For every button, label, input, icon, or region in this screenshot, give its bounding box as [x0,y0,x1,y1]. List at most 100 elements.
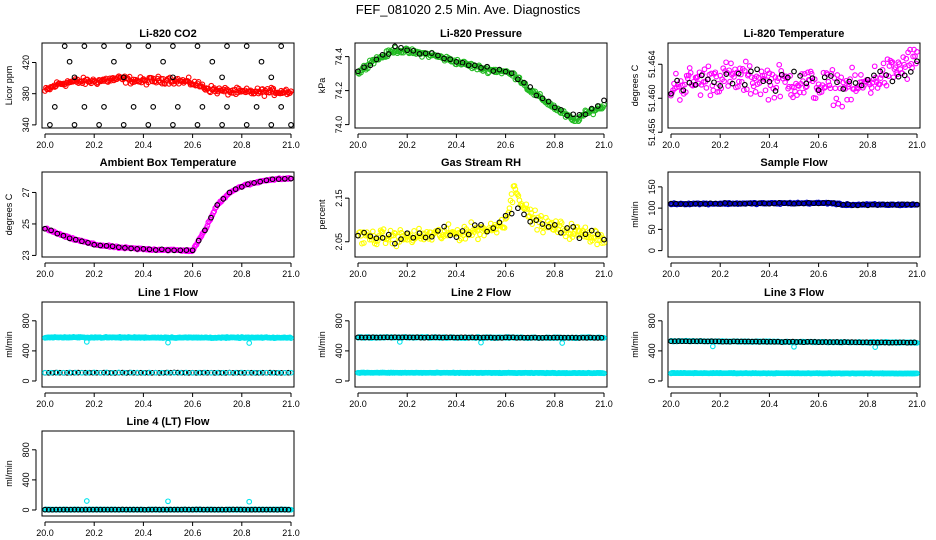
data-point [288,506,294,513]
data-point [170,122,176,128]
data-point [246,340,253,346]
x-tick-label: 20.6 [810,140,828,150]
data-point [808,338,815,345]
data-point [42,369,48,376]
data-point [398,229,405,236]
y-tick-label: 0 [334,378,344,383]
data-point [257,369,264,376]
data-point [253,104,260,110]
data-point [907,46,913,53]
y-tick-label: 800 [647,313,657,328]
data-point [285,176,291,182]
data-point [380,334,387,341]
x-tick-label: 20.2 [398,140,416,150]
data-point [208,369,214,376]
data-point [410,47,417,54]
data-point [278,43,285,49]
data-point [416,51,423,57]
y-tick-label: 25 [21,219,31,229]
data-point [160,58,166,65]
plot-area [668,46,920,110]
y-tick-label: 400 [334,343,344,358]
data-point [158,246,165,253]
data-point [591,334,598,341]
y-axis-label: Licor ppm [4,66,14,106]
x-tick-label: 20.8 [546,399,564,409]
data-point [81,104,88,110]
data-point [508,210,515,217]
data-point [502,212,509,219]
data-point [202,227,208,234]
data-point [404,47,411,54]
plot-area [355,43,607,125]
panel-title: Li-820 Temperature [744,28,845,40]
data-point [495,334,502,341]
data-point [366,334,372,341]
data-point [379,235,386,241]
panel-6: Line 1 Flow 20.0 20.2 20.4 20.6 20.8 21.0 0 400 8… [4,287,300,409]
data-point [288,122,294,128]
data-point [601,236,607,243]
data-point [748,68,754,75]
data-point [134,246,141,252]
data-point [238,184,245,190]
data-point [784,74,791,81]
plot-frame [41,301,295,388]
data-point [395,334,402,341]
data-point [149,506,155,513]
data-point [527,84,534,90]
data-point [815,87,822,93]
x-tick-label: 20.0 [662,269,680,279]
data-point [177,369,184,376]
data-point [209,58,216,65]
y-tick-label: 51.456 [647,118,657,146]
panel-7: Line 2 Flow 20.0 20.2 20.4 20.6 20.8 21.0 0 400 8… [317,287,613,409]
data-point [893,339,899,346]
data-point [45,506,52,513]
data-point [454,227,461,233]
data-point [569,334,575,341]
data-point [828,73,834,79]
data-point [543,334,550,341]
data-point [741,338,748,345]
data-point [361,240,367,246]
data-point [101,506,107,513]
y-axis-label: kPa [317,78,327,94]
panel-title: Line 3 Flow [764,287,824,299]
data-point [515,205,521,212]
data-point [171,506,178,513]
data-point [451,334,457,341]
data-point [86,506,93,513]
x-tick-label: 21.0 [282,140,300,150]
data-point [416,225,422,232]
data-point [435,52,441,59]
x-tick-label: 20.8 [859,399,877,409]
data-point [819,339,826,345]
x-tick-label: 20.4 [135,269,153,279]
data-point [804,338,811,345]
data-point [60,506,67,513]
data-point [219,506,225,513]
data-point [101,43,107,49]
data-point [901,72,908,79]
data-point [82,506,89,513]
y-tick-label: 74.0 [334,116,344,134]
data-point [841,339,848,345]
data-point [469,334,476,341]
data-point [693,74,700,81]
data-point [152,506,159,513]
data-point [860,339,866,346]
data-point [723,59,729,66]
data-point [508,70,515,77]
data-point [211,369,218,376]
data-point [373,241,380,248]
data-point [686,338,693,345]
figure-title: FEF_081020 2.5 Min. Ave. Diagnostics [356,2,581,17]
data-point [379,229,386,235]
data-point [382,240,389,247]
x-tick-label: 21.0 [282,269,300,279]
data-point [692,81,699,88]
data-point [220,369,227,376]
x-tick-label: 20.6 [810,399,828,409]
data-point [680,87,687,94]
